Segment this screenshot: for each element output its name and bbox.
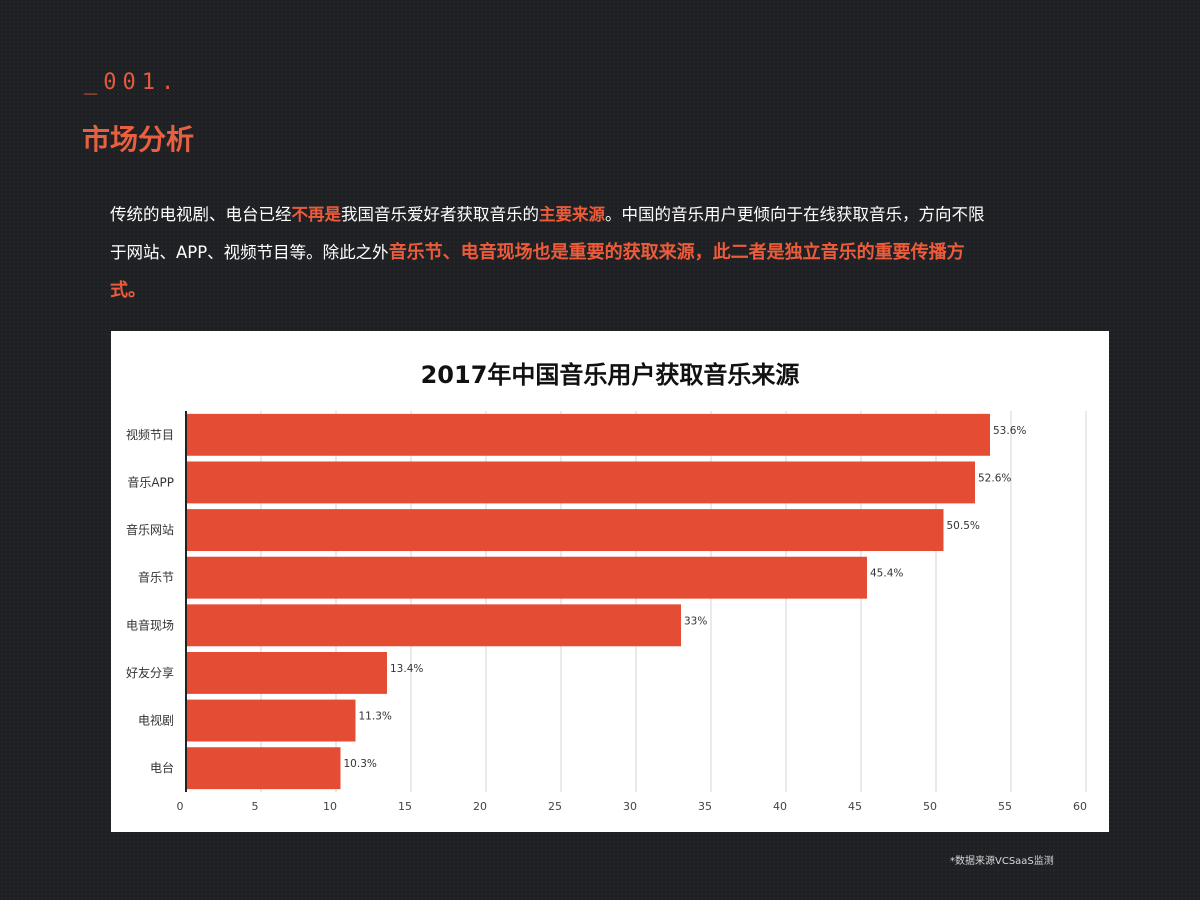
x-tick-label: 10 — [323, 800, 337, 813]
data-source-note: *数据来源VCSaaS监测 — [950, 856, 1054, 867]
x-tick-label: 40 — [773, 800, 787, 813]
intro-paragraph: 传统的电视剧、电台已经不再是我国音乐爱好者获取音乐的主要来源。中国的音乐用户更倾… — [110, 196, 990, 310]
category-label: 电视剧 — [138, 713, 174, 728]
chart-card: 2017年中国音乐用户获取音乐来源 视频节目 53.6% 音乐APP 52.6% 音乐网… — [111, 331, 1109, 832]
x-tick-label: 20 — [473, 800, 487, 813]
bar — [187, 413, 990, 456]
bar — [187, 699, 356, 742]
x-tick-label: 60 — [1073, 800, 1087, 813]
category-label: 好友分享 — [126, 665, 174, 680]
x-tick-label: 15 — [398, 800, 412, 813]
category-label: 视频节目 — [126, 427, 174, 442]
bar — [187, 461, 975, 504]
bar — [187, 747, 341, 790]
chart-title: 2017年中国音乐用户获取音乐来源 — [421, 361, 800, 389]
intro-text-3: 。中国的音乐用户更倾向于在线获取音乐，方向不限于网站、APP、视频节目等。除此之… — [110, 205, 985, 262]
value-label: 10.3% — [344, 758, 377, 770]
value-label: 33% — [684, 615, 707, 627]
value-label: 53.6% — [993, 425, 1026, 437]
x-tick-label: 55 — [998, 800, 1012, 813]
bar — [187, 604, 681, 647]
x-tick-label: 45 — [848, 800, 862, 813]
page-title: 市场分析 — [82, 123, 195, 156]
intro-text-2: 我国音乐爱好者获取音乐的 — [341, 205, 539, 224]
value-label: 50.5% — [947, 520, 980, 532]
x-tick-label: 0 — [177, 800, 184, 813]
intro-highlight-2: 主要来源 — [539, 205, 605, 224]
x-tick-label: 35 — [698, 800, 712, 813]
category-label: 音乐节 — [138, 570, 174, 585]
section-number: _001. — [84, 70, 181, 95]
x-tick-label: 25 — [548, 800, 562, 813]
x-tick-label: 50 — [923, 800, 937, 813]
value-label: 13.4% — [390, 663, 423, 675]
value-label: 45.4% — [870, 568, 903, 580]
value-label: 52.6% — [978, 472, 1011, 484]
bar — [187, 651, 387, 694]
intro-highlight-3: 音乐节、电音现场也是重要的获取来源，此二者是独立音乐的重要传播方式。 — [110, 242, 965, 301]
category-label: 音乐网站 — [126, 522, 174, 537]
x-tick-label: 5 — [252, 800, 259, 813]
intro-text-1: 传统的电视剧、电台已经 — [110, 205, 292, 224]
intro-highlight-1: 不再是 — [291, 205, 342, 224]
category-label: 电台 — [150, 760, 174, 775]
category-label: 音乐APP — [127, 474, 174, 489]
value-label: 11.3% — [359, 711, 392, 723]
bar-chart: 2017年中国音乐用户获取音乐来源 视频节目 53.6% 音乐APP 52.6% 音乐网… — [126, 361, 1087, 813]
bar — [187, 509, 944, 552]
bar — [187, 556, 867, 599]
category-label: 电音现场 — [126, 617, 174, 632]
x-tick-label: 30 — [623, 800, 637, 813]
